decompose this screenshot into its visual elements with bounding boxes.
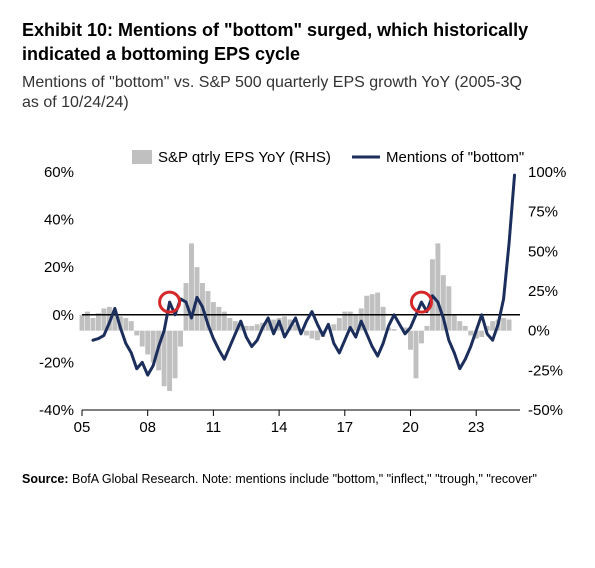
svg-text:40%: 40% [44, 212, 74, 229]
svg-text:0%: 0% [52, 307, 74, 324]
svg-text:-20%: -20% [39, 355, 74, 372]
svg-text:-50%: -50% [528, 402, 563, 419]
svg-text:-25%: -25% [528, 363, 563, 380]
source-text: BofA Global Research. Note: mentions inc… [69, 472, 537, 486]
svg-text:-40%: -40% [39, 402, 74, 419]
svg-text:Mentions of "bottom": Mentions of "bottom" [386, 149, 524, 166]
exhibit-title: Exhibit 10: Mentions of "bottom" surged,… [22, 18, 573, 67]
svg-text:05: 05 [74, 419, 91, 436]
chart-container: 05 08 11 14 17 20 23 -40% -20% 0% 20% 40% 60% -50% -25… [22, 132, 573, 462]
svg-text:08: 08 [139, 419, 156, 436]
svg-text:20: 20 [402, 419, 419, 436]
source-label: Source: [22, 472, 69, 486]
svg-text:S&P qtrly EPS YoY (RHS): S&P qtrly EPS YoY (RHS) [158, 149, 331, 166]
exhibit-subtitle: Mentions of "bottom" vs. S&P 500 quarter… [22, 73, 573, 115]
svg-text:50%: 50% [528, 244, 558, 261]
svg-text:75%: 75% [528, 204, 558, 221]
subtitle-line-1: Mentions of "bottom" vs. S&P 500 quarter… [22, 74, 522, 91]
title-line-2: indicated a bottoming EPS cycle [22, 44, 300, 64]
svg-text:60%: 60% [44, 164, 74, 181]
subtitle-line-2: as of 10/24/24) [22, 94, 129, 111]
svg-text:23: 23 [468, 419, 485, 436]
svg-text:11: 11 [206, 419, 222, 436]
svg-text:25%: 25% [528, 283, 558, 300]
svg-text:20%: 20% [44, 259, 74, 276]
svg-text:17: 17 [336, 419, 353, 436]
svg-text:0%: 0% [528, 323, 550, 340]
title-line-1: Exhibit 10: Mentions of "bottom" surged,… [22, 20, 528, 40]
chart-source: Source: BofA Global Research. Note: ment… [22, 472, 573, 486]
eps-bottom-chart: 05 08 11 14 17 20 23 -40% -20% 0% 20% 40% 60% -50% -25… [22, 132, 580, 462]
svg-text:100%: 100% [528, 164, 566, 181]
svg-text:14: 14 [271, 419, 288, 436]
